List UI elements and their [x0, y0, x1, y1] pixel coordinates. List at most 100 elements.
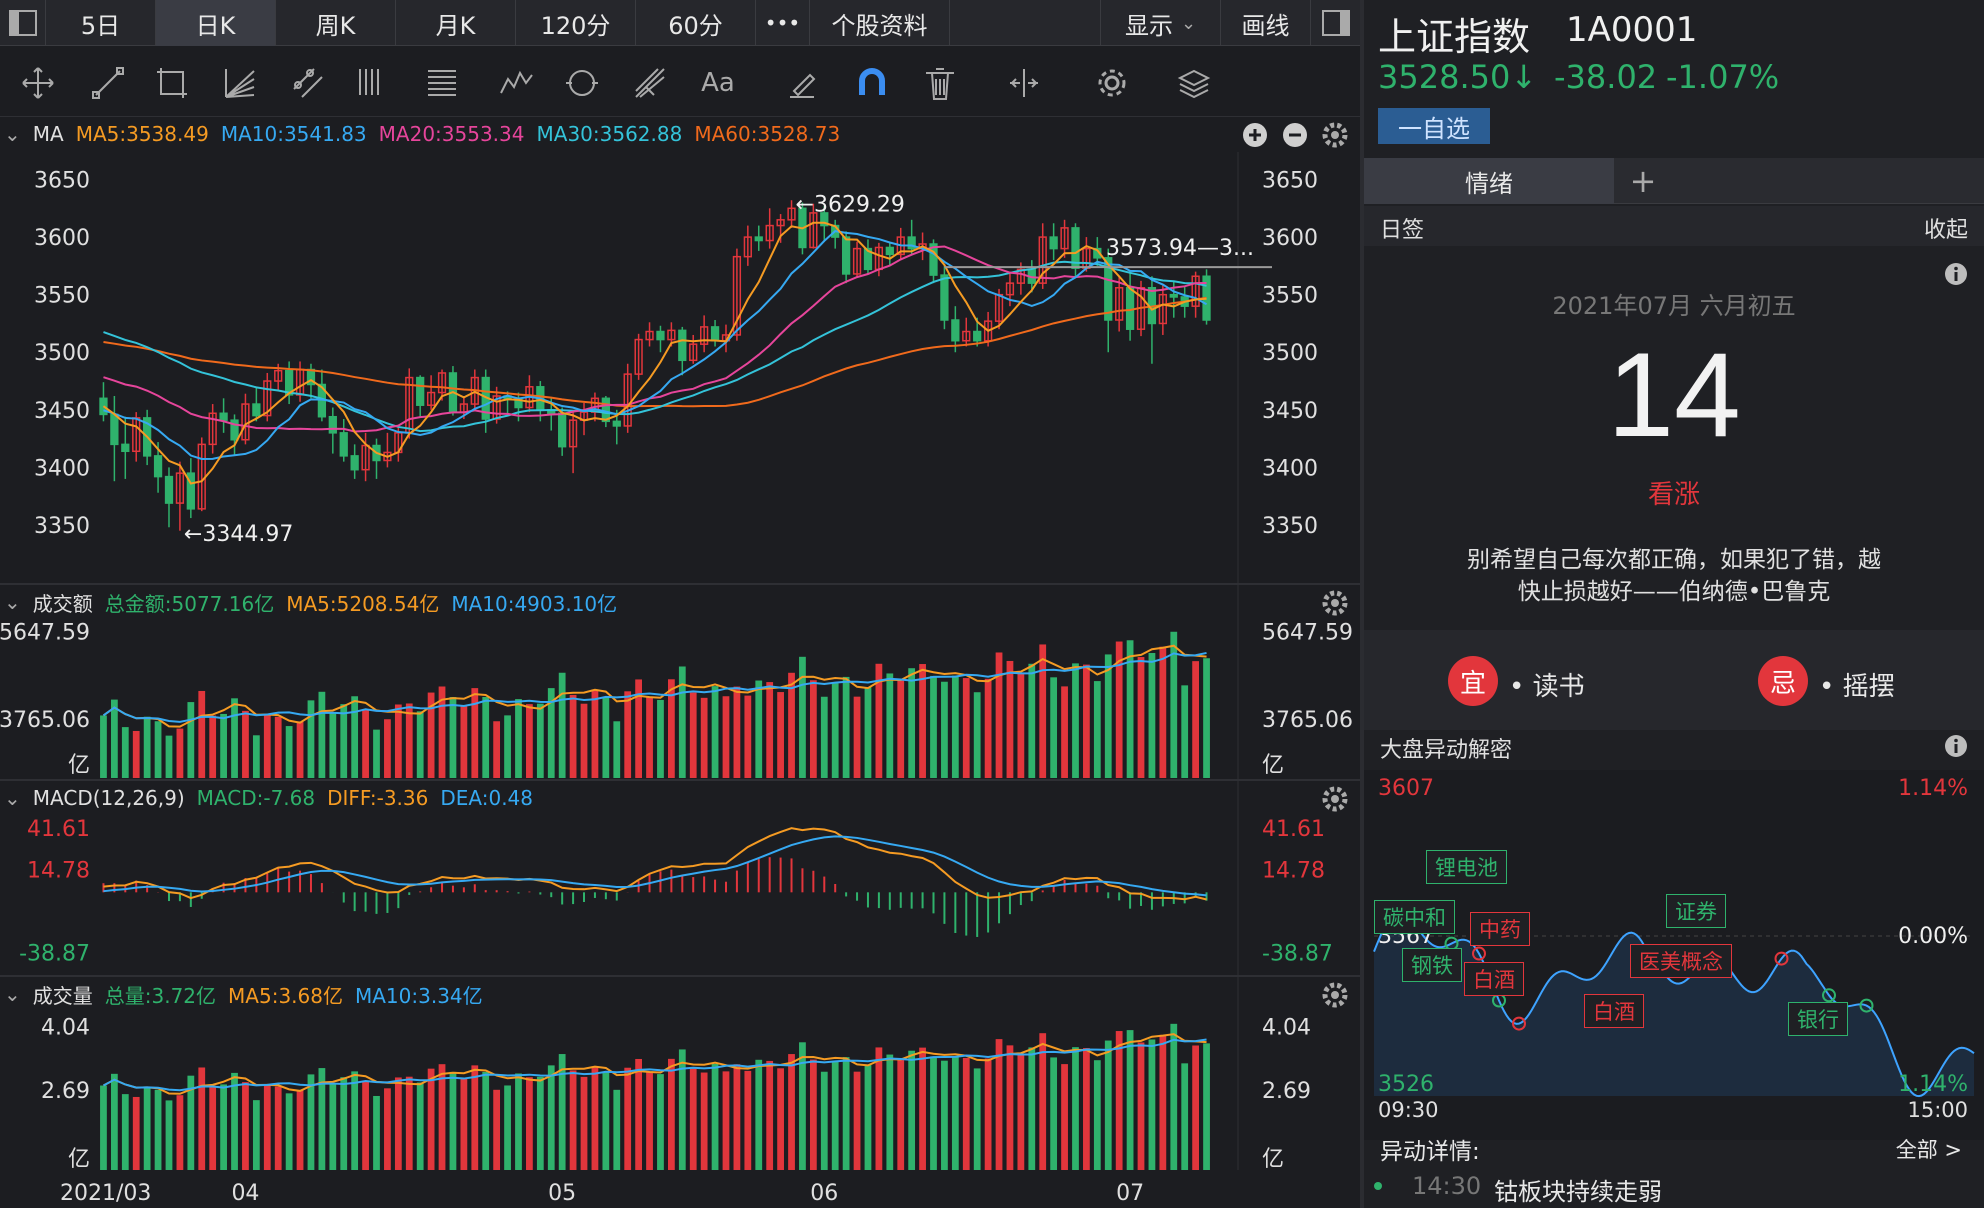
event-tag[interactable]: 医美概念	[1630, 944, 1732, 978]
price-change: -38.02	[1554, 58, 1658, 96]
display-dropdown[interactable]: 显示 ⌄	[1100, 0, 1220, 46]
volume-bar	[766, 1060, 774, 1170]
event-tag[interactable]: 钢铁	[1402, 948, 1462, 982]
event-tag[interactable]: 中药	[1470, 912, 1530, 946]
tab-daily-k[interactable]: 日K	[156, 0, 276, 46]
zoom-in-icon[interactable]	[1242, 122, 1268, 152]
candle-body	[929, 243, 938, 276]
volume-bar	[1115, 1031, 1123, 1170]
kline-panel: 5日 日K 周K 月K 120分 60分 ••• 个股资料 显示 ⌄ 画线 Aa	[0, 0, 1360, 1208]
volume-bar	[1170, 1023, 1178, 1170]
detail-all-link[interactable]: 全部 >	[1895, 1138, 1962, 1162]
candle-body	[820, 212, 829, 227]
info-icon[interactable]	[1944, 262, 1968, 290]
tab-120min[interactable]: 120分	[516, 0, 636, 46]
drawing-toolbar: Aa	[0, 47, 1360, 117]
volume-bar	[635, 1058, 643, 1170]
candle-body	[164, 475, 174, 504]
collapse-chevron-icon[interactable]: ⌄	[4, 982, 21, 1006]
tab-sentiment[interactable]: 情绪	[1364, 158, 1614, 204]
add-tab-icon[interactable]: +	[1629, 162, 1657, 200]
tab-60min[interactable]: 60分	[636, 0, 756, 46]
macd-tick-left: -38.87	[19, 942, 90, 967]
zoom-out-icon[interactable]	[1282, 122, 1308, 152]
candle-body	[732, 255, 742, 336]
ma5-value: MA5:3538.49	[75, 122, 209, 146]
panel-divider[interactable]	[1360, 0, 1364, 1208]
tab-5day[interactable]: 5日	[46, 0, 156, 46]
volume-bar	[252, 1100, 260, 1170]
volume-bar	[733, 1064, 741, 1170]
amount-settings-icon[interactable]	[1322, 590, 1348, 620]
event-tag[interactable]: 白酒	[1464, 962, 1524, 996]
wave-icon[interactable]	[494, 61, 538, 105]
price-tick-label-right: 3400	[1262, 456, 1318, 481]
event-tag[interactable]: 锂电池	[1426, 850, 1507, 884]
event-tag[interactable]: 银行	[1788, 1002, 1848, 1036]
intraday-pct-mid: 0.00%	[1898, 924, 1968, 949]
collapse-chevron-icon[interactable]: ⌄	[4, 122, 21, 146]
macd-tick-left: 14.78	[27, 858, 90, 883]
amount-bar	[733, 686, 741, 778]
gann-icon[interactable]	[628, 61, 672, 105]
watchlist-button[interactable]: 一自选	[1378, 108, 1490, 144]
draw-line-button[interactable]: 画线	[1220, 0, 1310, 46]
amount-legend: ⌄ 成交额 总金额:5077.16亿 MA5:5208.54亿 MA10:490…	[4, 586, 629, 618]
event-tag[interactable]: 证券	[1666, 894, 1726, 928]
amount-bar	[231, 698, 238, 778]
amount-bar	[886, 673, 894, 778]
candle-body	[667, 329, 676, 341]
magnet-icon[interactable]	[850, 61, 894, 105]
segment-icon[interactable]	[86, 61, 130, 105]
volume-bar	[547, 1065, 555, 1170]
volume-bar	[678, 1049, 686, 1170]
channel-icon[interactable]	[286, 61, 330, 105]
more-tabs-button[interactable]: •••	[756, 0, 810, 46]
amount-bar	[438, 686, 446, 778]
amount-bar	[897, 679, 905, 778]
event-tag[interactable]: 碳中和	[1374, 900, 1455, 934]
tab-monthly-k[interactable]: 月K	[396, 0, 516, 46]
amount-bar	[919, 664, 926, 778]
main-chart-settings-icon[interactable]	[1322, 122, 1348, 152]
collapse-chevron-icon[interactable]: ⌄	[4, 786, 21, 810]
kline-chart[interactable]: 3650 3650 3600 3600 3550 3550 3500 3500 3450 3450…	[0, 0, 1360, 1208]
collapse-button[interactable]: 收起	[1923, 218, 1968, 243]
settings-gear-icon[interactable]	[1090, 61, 1134, 105]
info-icon[interactable]	[1944, 734, 1968, 762]
volume-bar	[1072, 1047, 1079, 1170]
rectangle-icon[interactable]	[150, 61, 194, 105]
price-tick-label-right: 3350	[1262, 514, 1318, 539]
fibonacci-icon[interactable]	[420, 61, 464, 105]
volume-bar	[536, 1076, 544, 1170]
eraser-icon[interactable]	[780, 61, 824, 105]
volume-bar	[1050, 1057, 1058, 1170]
volume-bar	[962, 1057, 970, 1170]
intraday-time-end: 15:00	[1907, 1098, 1968, 1122]
tab-weekly-k[interactable]: 周K	[276, 0, 396, 46]
layers-icon[interactable]	[1172, 61, 1216, 105]
intraday-title: 大盘异动解密	[1380, 738, 1513, 763]
candle-body	[230, 419, 239, 441]
move-icon[interactable]	[16, 61, 60, 105]
volume-label: 成交量	[32, 983, 93, 1008]
amount-bar	[1083, 664, 1090, 778]
text-tool-icon[interactable]: Aa	[701, 68, 735, 98]
date-axis-label: 05	[548, 1181, 576, 1206]
volume-bar	[689, 1068, 697, 1170]
fan-lines-icon[interactable]	[218, 61, 262, 105]
event-tag[interactable]: 白酒	[1584, 994, 1644, 1028]
split-icon[interactable]	[1002, 61, 1046, 105]
candle-body	[1038, 236, 1047, 284]
collapse-chevron-icon[interactable]: ⌄	[4, 590, 21, 614]
panel-toggle-icon[interactable]	[1310, 0, 1360, 46]
circle-icon[interactable]	[560, 61, 604, 105]
volume-bar	[919, 1047, 926, 1170]
volume-settings-icon[interactable]	[1322, 982, 1348, 1012]
macd-settings-icon[interactable]	[1322, 786, 1348, 816]
sidebar-toggle-icon[interactable]	[0, 0, 46, 46]
tab-stock-profile[interactable]: 个股资料	[810, 0, 950, 46]
vertical-lines-icon[interactable]	[350, 61, 394, 105]
trash-icon[interactable]	[918, 61, 962, 105]
bad-badge: 忌	[1758, 656, 1808, 706]
